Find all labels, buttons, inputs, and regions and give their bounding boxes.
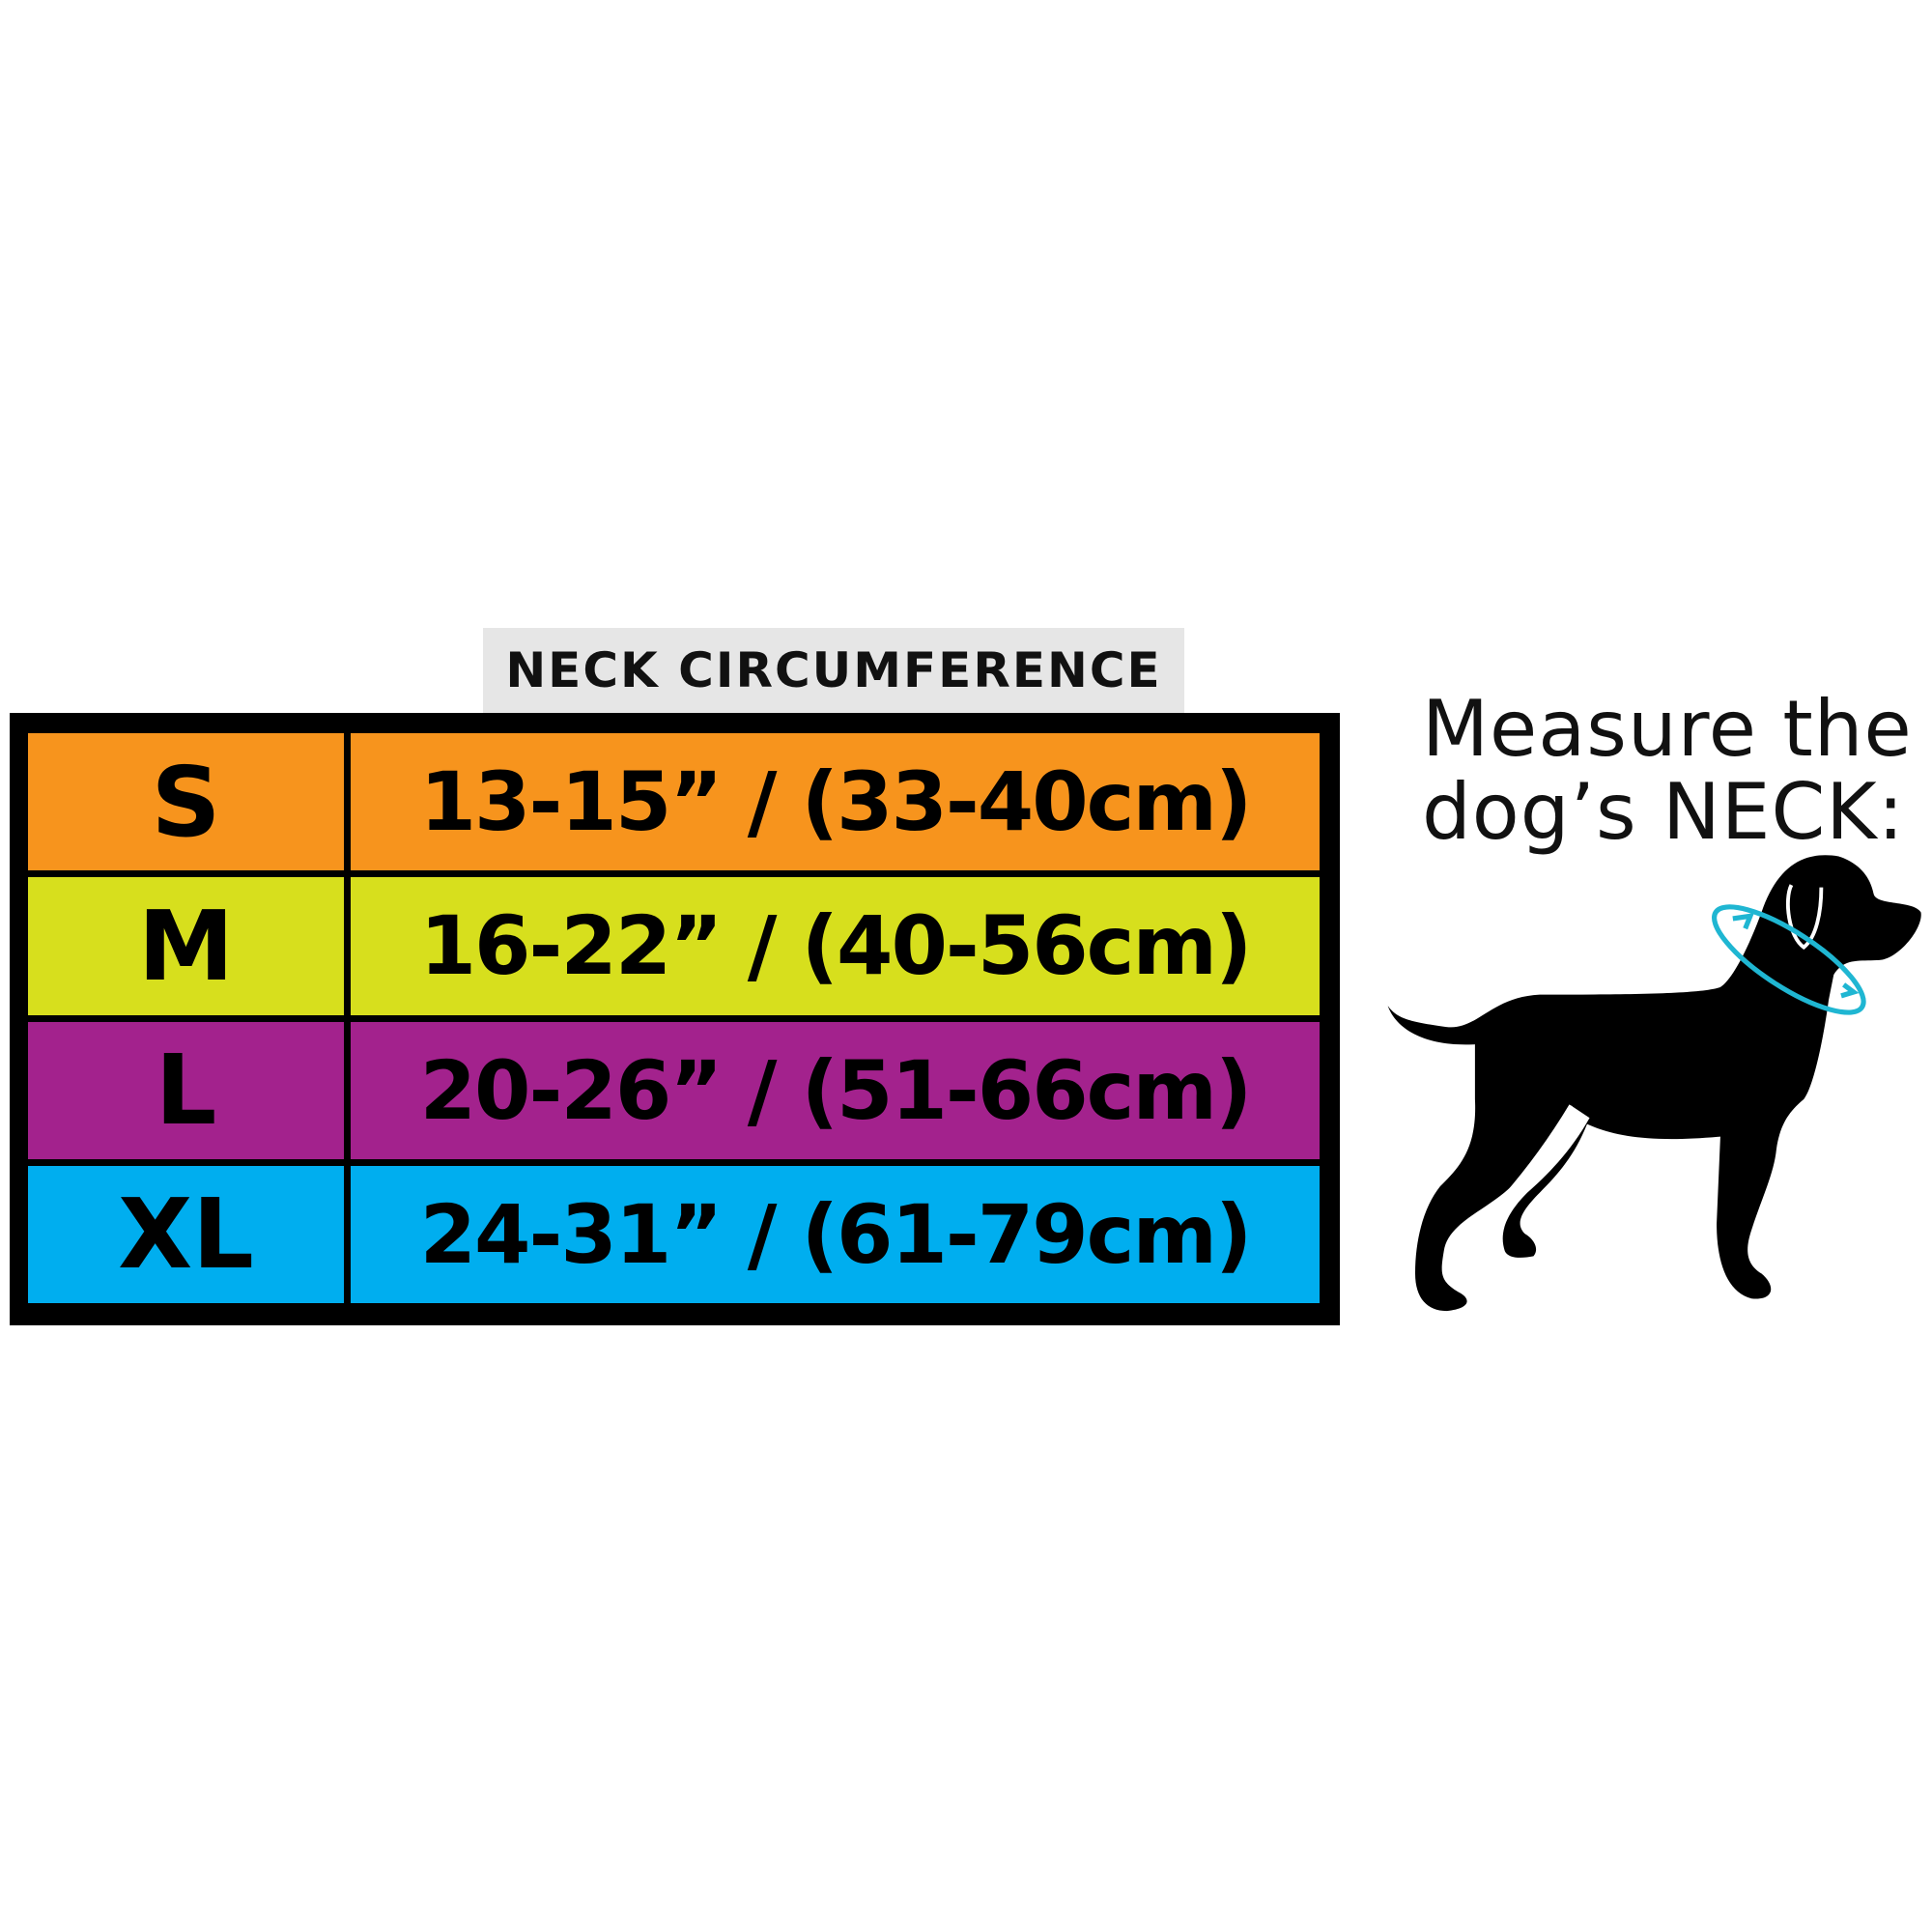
- size-cell: L: [28, 1021, 344, 1159]
- table-row: S 13-15” / (33-40cm): [28, 733, 1320, 871]
- range-cell: 24-31” / (61-79cm): [351, 1165, 1320, 1303]
- size-chart-table: S 13-15” / (33-40cm) M 16-22” / (40-56cm…: [10, 713, 1340, 1325]
- table-header: NECK CIRCUMFERENCE: [483, 628, 1184, 713]
- table-row: XL 24-31” / (61-79cm): [28, 1165, 1320, 1303]
- table-row: M 16-22” / (40-56cm): [28, 877, 1320, 1015]
- size-cell: XL: [28, 1165, 344, 1303]
- size-cell: M: [28, 877, 344, 1015]
- measure-instruction: Measure the dog’s NECK:: [1422, 688, 1913, 854]
- range-cell: 13-15” / (33-40cm): [351, 733, 1320, 871]
- dog-silhouette-icon: [1387, 855, 1921, 1312]
- instruction-line-2: dog’s NECK:: [1422, 767, 1905, 857]
- size-cell: S: [28, 733, 344, 871]
- header-title: NECK CIRCUMFERENCE: [505, 642, 1162, 698]
- table-row: L 20-26” / (51-66cm): [28, 1021, 1320, 1159]
- range-cell: 16-22” / (40-56cm): [351, 877, 1320, 1015]
- instruction-line-1: Measure the: [1422, 684, 1913, 774]
- range-cell: 20-26” / (51-66cm): [351, 1021, 1320, 1159]
